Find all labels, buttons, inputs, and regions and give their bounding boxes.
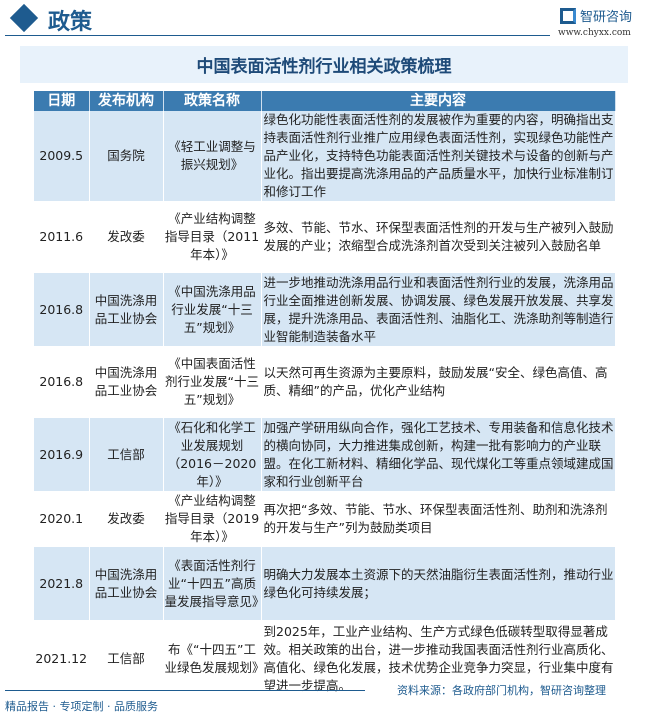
table-row: 2011.6 发改委 《产业结构调整指导目录（2011年本）》 多效、节能、节水、环保… (34, 201, 616, 273)
col-org: 发布机构 (89, 91, 164, 111)
org-cell: 中国洗涤用品工业协会 (89, 346, 164, 418)
policy-name-cell: 布《“十四五”工业绿色发展规划》 (163, 620, 265, 697)
divider (5, 35, 550, 36)
content-cell: 进一步地推动洗涤用品行业和表面活性剂行业的发展，洗涤用品行业全面推进创新发展、协… (261, 273, 616, 346)
table-row: 2016.9 工信部 《石化和化学工业发展规划（2016－2020年）》 加强产学研用… (34, 418, 616, 491)
page-title: 中国表面活性剂行业相关政策梳理 (20, 46, 628, 83)
col-content: 主要内容 (261, 91, 616, 111)
org-cell: 国务院 (89, 111, 164, 201)
date-cell: 2016.8 (34, 273, 90, 346)
content-cell: 加强产学研用纵向合作，强化工艺技术、专用装备和信息化技术的横向协同，大力推进集成… (261, 418, 616, 491)
table-row: 2021.8 中国洗涤用品工业协会 《表面活性剂行业“十四五”高质量发展指导意见》明… (34, 547, 616, 620)
slogan: 精品报告 · 专项定制 · 品质服务 (5, 700, 158, 713)
content-cell: 到2025年，工业产业结构、生产方式绿色低碳转型取得显著成效。相关政策的出台，进… (261, 620, 616, 697)
policy-name-cell: 《中国表面活性剂行业发展“十三五”规划》 (163, 346, 262, 418)
table-row: 2016.8 中国洗涤用品工业协会 《中国表面活性剂行业发展“十三五”规划》 以天然可… (34, 346, 616, 418)
brand-logo: 智研咨询 (560, 6, 632, 25)
table-row: 2016.8 中国洗涤用品工业协会 《中国洗涤用品行业发展“十三五”规划》 进一步地推… (34, 273, 616, 346)
diamond-icon (9, 3, 39, 33)
table-row: 2021.12 工信部 布《“十四五”工业绿色发展规划》 到2025年，工业产业结构、… (34, 620, 616, 697)
org-cell: 工信部 (89, 418, 164, 491)
policy-name-cell: 《产业结构调整指导目录（2019年本）》 (163, 491, 262, 547)
col-name: 政策名称 (163, 91, 262, 111)
policy-name-cell: 《轻工业调整与振兴规划》 (163, 111, 262, 201)
logo-icon (560, 7, 576, 24)
content-cell: 多效、节能、节水、环保型表面活性剂的开发与生产被列入鼓励发展的产业；浓缩型合成洗… (261, 201, 616, 273)
table-header: 日期 发布机构 政策名称 主要内容 (34, 91, 616, 111)
date-cell: 2021.8 (34, 547, 90, 620)
col-date: 日期 (34, 91, 90, 111)
org-cell: 发改委 (89, 491, 164, 547)
date-cell: 2020.1 (34, 491, 90, 547)
policy-name-cell: 《表面活性剂行业“十四五”高质量发展指导意见》 (163, 547, 265, 620)
date-cell: 2016.9 (34, 418, 90, 491)
content-cell: 绿色化功能性表面活性剂的发展被作为重要的内容，明确指出支持表面活性剂行业推广应用… (261, 111, 616, 201)
footer-divider (5, 690, 365, 691)
source-note: 资料来源：各政府部门机构，智研咨询整理 (397, 684, 606, 697)
date-cell: 2009.5 (34, 111, 90, 201)
content-cell: 明确大力发展本土资源下的天然油脂衍生表面活性剂，推动行业绿色化可持续发展； (261, 547, 616, 620)
table-row: 2020.1 发改委 《产业结构调整指导目录（2019年本）》 再次把“多效、节能、节… (34, 491, 616, 547)
date-cell: 2021.12 (34, 620, 90, 697)
content-cell: 再次把“多效、节能、节水、环保型表面活性剂、助剂和洗涤剂的开发与生产”列为鼓励类… (261, 491, 616, 547)
org-cell: 工信部 (89, 620, 164, 697)
table-row: 2009.5 国务院 《轻工业调整与振兴规划》 绿色化功能性表面活性剂的发展被作为重要… (34, 111, 616, 201)
date-cell: 2016.8 (34, 346, 90, 418)
section-title: 政策 (48, 10, 93, 35)
brand-name: 智研咨询 (580, 10, 633, 25)
policy-name-cell: 《石化和化学工业发展规划（2016－2020年）》 (163, 418, 262, 491)
brand-url: www.chyxx.com (558, 28, 631, 38)
content-cell: 以天然可再生资源为主要原料，鼓励发展“安全、绿色高值、高质、精细”的产品，优化产… (261, 346, 616, 418)
policy-name-cell: 《产业结构调整指导目录（2011年本）》 (163, 201, 262, 273)
org-cell: 中国洗涤用品工业协会 (89, 547, 164, 620)
policy-table: 日期 发布机构 政策名称 主要内容 2009.5 国务院 《轻工业调整与振兴规划》绿… (34, 91, 616, 697)
date-cell: 2011.6 (34, 201, 90, 273)
policy-name-cell: 《中国洗涤用品行业发展“十三五”规划》 (163, 273, 262, 346)
org-cell: 中国洗涤用品工业协会 (89, 273, 164, 346)
org-cell: 发改委 (89, 201, 164, 273)
